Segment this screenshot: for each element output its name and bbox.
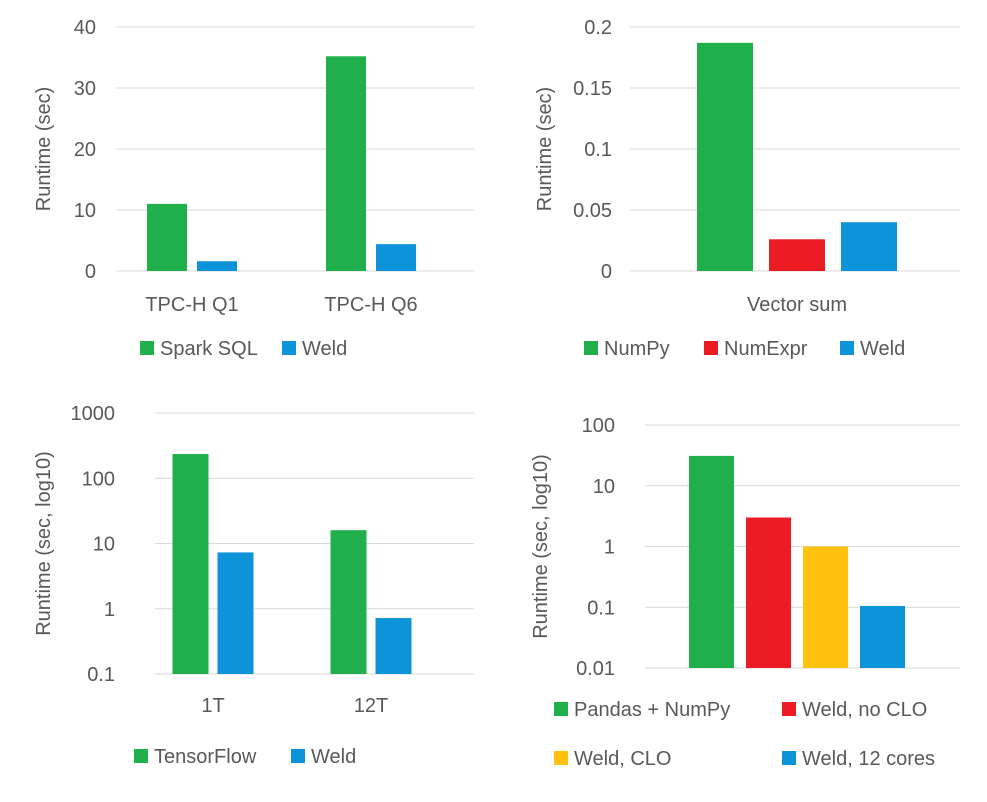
x-category-label: TPC-H Q6 [324,294,417,316]
y-tick-label: 0.1 [584,139,612,161]
bar [803,546,848,668]
legend-swatch [782,702,796,716]
x-category-label: 12T [354,695,388,717]
bar [375,618,412,674]
bar [217,552,254,674]
legend-label: Spark SQL [160,338,258,360]
y-tick-label: 0.2 [584,17,612,39]
y-tick-label: 10 [93,534,115,556]
legend-swatch [554,702,568,716]
y-tick-label: 0.15 [573,78,612,100]
y-tick-label: 100 [82,468,115,490]
bar [326,56,366,271]
y-axis-title: Runtime (sec) [33,87,55,211]
legend-label: Weld [860,338,905,360]
bar [197,261,237,271]
legend-swatch [134,749,148,763]
y-tick-label: 1000 [71,403,116,425]
y-axis-title: Runtime (sec) [534,87,556,211]
chart-1: 0 10 20 30 40 Runtime (sec) TPC-H Q1 TPC-H Q6 Sp… [33,17,474,360]
x-category-label: TPC-H Q1 [145,294,238,316]
y-tick-label: 20 [74,139,96,161]
y-tick-label: 100 [582,415,615,437]
legend-label: Weld, 12 cores [802,748,935,770]
y-tick-label: 1 [104,599,115,621]
bar [841,222,897,271]
legend-label: Pandas + NumPy [574,699,730,721]
legend-label: TensorFlow [154,746,257,768]
y-tick-label: 10 [593,476,615,498]
legend-swatch [291,749,305,763]
legend-swatch [140,341,154,355]
y-axis-title: Runtime (sec, log10) [33,451,55,636]
y-tick-label: 10 [74,200,96,222]
legend-label: Weld [311,746,356,768]
bar [769,239,825,271]
chart-3: 0.1 1 10 100 1000 Runtime (sec, log10) 1T 12T Te… [33,403,474,768]
y-tick-label: 30 [74,78,96,100]
x-category-label: 1T [201,695,224,717]
bar [376,244,416,271]
y-tick-label: 0.1 [87,664,115,686]
legend-label: Weld, CLO [574,748,671,770]
legend-label: Weld [302,338,347,360]
y-tick-label: 1 [604,537,615,559]
legend-label: NumExpr [724,338,808,360]
y-axis-title: Runtime (sec, log10) [530,454,552,639]
legend-label: NumPy [604,338,670,360]
legend-swatch [282,341,296,355]
bar [689,455,734,668]
y-tick-label: 0.1 [587,597,615,619]
y-tick-label: 0 [85,261,96,283]
y-tick-label: 0.05 [573,200,612,222]
bar [860,605,905,668]
y-tick-label: 40 [74,17,96,39]
bar [330,530,367,674]
bar [697,42,753,271]
bar [172,454,209,674]
y-tick-label: 0.01 [576,658,615,680]
legend-swatch [782,751,796,765]
y-tick-label: 0 [601,261,612,283]
chart-4: 0.01 0.1 1 10 100 Runtime (sec, log10) Pandas … [530,415,960,770]
legend-label: Weld, no CLO [802,699,927,721]
bar [746,517,791,668]
chart-2: 0 0.05 0.1 0.15 0.2 Runtime (sec) Vector sum Nu… [534,17,960,360]
x-category-label: Vector sum [747,294,847,316]
legend-swatch [554,751,568,765]
bar [147,203,187,271]
legend-swatch [840,341,854,355]
legend-swatch [704,341,718,355]
legend-swatch [584,341,598,355]
